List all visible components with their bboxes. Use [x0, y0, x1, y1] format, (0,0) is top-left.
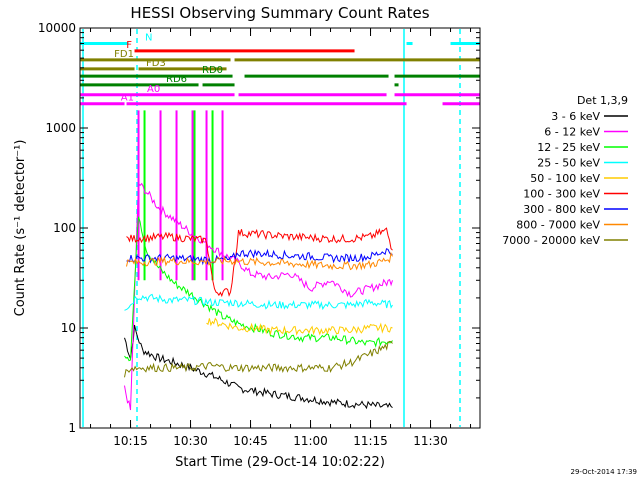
legend-entry-label: 100 - 300 keV: [523, 188, 600, 201]
legend-entry-label: 800 - 7000 keV: [516, 219, 600, 232]
flag-label-f: F: [126, 40, 132, 51]
series-line: [124, 181, 393, 411]
x-tick-label: 11:15: [353, 434, 388, 448]
x-axis-label: Start Time (29-Oct-14 10:02:22): [175, 455, 385, 470]
legend-entry-label: 300 - 800 keV: [523, 203, 600, 216]
y-tick-label: 10000: [38, 21, 76, 35]
legend-entry-label: 12 - 25 keV: [537, 141, 600, 154]
series-line: [124, 293, 393, 311]
flag-label-a0: A0: [147, 84, 160, 95]
series-line: [124, 324, 393, 410]
chart-title: HESSI Observing Summary Count Rates: [130, 4, 429, 22]
legend-entry-label: 3 - 6 keV: [551, 110, 600, 123]
series-line: [124, 340, 393, 378]
flag-label-fd3: FD3: [146, 58, 166, 69]
axis-layer: 1 10 100 1000 10000 10:15 10:30 10:45 11:00 11:15…: [38, 21, 480, 448]
flag-label-rd6: RD6: [166, 74, 187, 85]
flag-label-rd0: RD0: [202, 65, 223, 76]
x-tick-label: 11:30: [413, 434, 448, 448]
legend-entry-label: 25 - 50 keV: [537, 157, 600, 170]
x-tick-label: 11:00: [293, 434, 328, 448]
series-layer: [124, 110, 393, 411]
timestamp: 29-Oct-2014 17:39: [571, 468, 637, 476]
series-line: [124, 216, 393, 362]
flag-label-a1: A1: [121, 93, 134, 104]
legend-entry-label: 7000 - 20000 keV: [502, 234, 600, 247]
series-line: [126, 251, 393, 271]
x-tick-label: 10:15: [113, 434, 148, 448]
x-tick-label: 10:45: [233, 434, 268, 448]
y-tick-label: 1: [68, 421, 76, 435]
series-line: [126, 248, 393, 266]
series-line: [126, 227, 393, 298]
y-tick-label: 1000: [45, 121, 76, 135]
series-line: [206, 317, 393, 336]
y-tick-label: 100: [53, 221, 76, 235]
flag-label-fd1: FD1: [114, 49, 134, 60]
legend-title: Det 1,3,9: [577, 94, 628, 107]
x-tick-label: 10:30: [173, 434, 208, 448]
y-tick-label: 10: [61, 321, 76, 335]
flag-label-n: N: [145, 32, 152, 43]
legend-entry-label: 50 - 100 keV: [530, 172, 600, 185]
legend: Det 1,3,9 3 - 6 keV 6 - 12 keV 12 - 25 keV…: [502, 94, 628, 247]
legend-entry-label: 6 - 12 keV: [544, 126, 600, 139]
y-axis-label: Count Rate (s⁻¹ detector⁻¹): [13, 140, 28, 317]
